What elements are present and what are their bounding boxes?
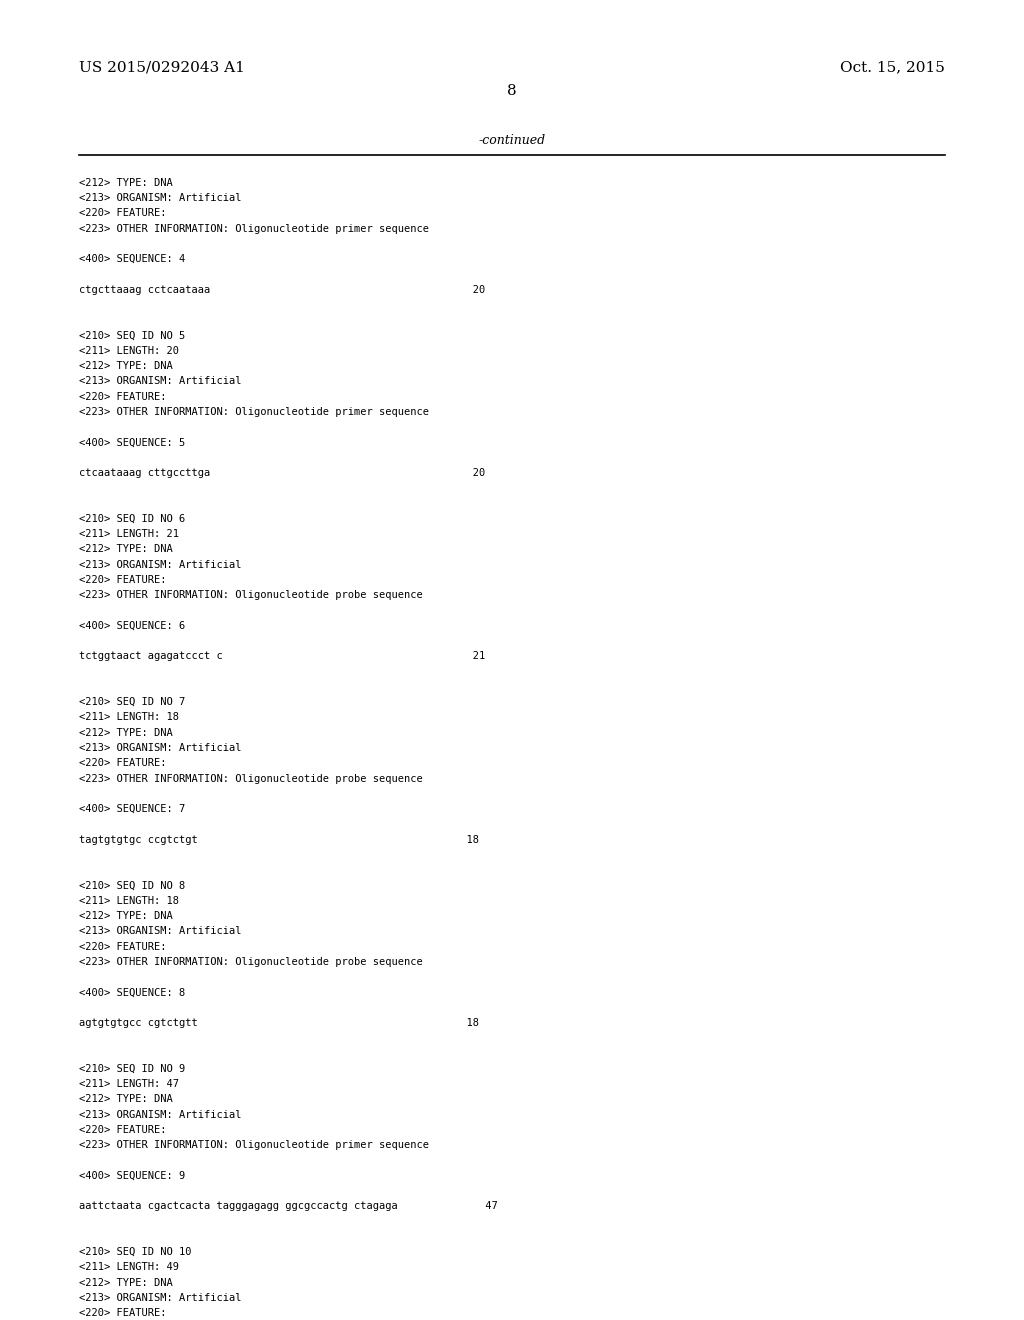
Text: <211> LENGTH: 18: <211> LENGTH: 18 (79, 896, 179, 906)
Text: <220> FEATURE:: <220> FEATURE: (79, 576, 166, 585)
Text: <220> FEATURE:: <220> FEATURE: (79, 1125, 166, 1135)
Text: ctgcttaaag cctcaataaa                                          20: ctgcttaaag cctcaataaa 20 (79, 285, 485, 294)
Text: <211> LENGTH: 49: <211> LENGTH: 49 (79, 1262, 179, 1272)
Text: <211> LENGTH: 20: <211> LENGTH: 20 (79, 346, 179, 356)
Text: <211> LENGTH: 47: <211> LENGTH: 47 (79, 1078, 179, 1089)
Text: <223> OTHER INFORMATION: Oligonucleotide probe sequence: <223> OTHER INFORMATION: Oligonucleotide… (79, 774, 423, 784)
Text: 8: 8 (507, 84, 517, 98)
Text: <400> SEQUENCE: 6: <400> SEQUENCE: 6 (79, 620, 185, 631)
Text: <400> SEQUENCE: 4: <400> SEQUENCE: 4 (79, 255, 185, 264)
Text: <220> FEATURE:: <220> FEATURE: (79, 209, 166, 218)
Text: <210> SEQ ID NO 8: <210> SEQ ID NO 8 (79, 880, 185, 891)
Text: <223> OTHER INFORMATION: Oligonucleotide primer sequence: <223> OTHER INFORMATION: Oligonucleotide… (79, 223, 429, 234)
Text: <213> ORGANISM: Artificial: <213> ORGANISM: Artificial (79, 376, 242, 387)
Text: <210> SEQ ID NO 5: <210> SEQ ID NO 5 (79, 330, 185, 341)
Text: tagtgtgtgc ccgtctgt                                           18: tagtgtgtgc ccgtctgt 18 (79, 834, 479, 845)
Text: <213> ORGANISM: Artificial: <213> ORGANISM: Artificial (79, 1292, 242, 1303)
Text: <212> TYPE: DNA: <212> TYPE: DNA (79, 544, 173, 554)
Text: <400> SEQUENCE: 5: <400> SEQUENCE: 5 (79, 437, 185, 447)
Text: <220> FEATURE:: <220> FEATURE: (79, 1308, 166, 1319)
Text: <212> TYPE: DNA: <212> TYPE: DNA (79, 1278, 173, 1287)
Text: <211> LENGTH: 18: <211> LENGTH: 18 (79, 713, 179, 722)
Text: <223> OTHER INFORMATION: Oligonucleotide primer sequence: <223> OTHER INFORMATION: Oligonucleotide… (79, 407, 429, 417)
Text: <212> TYPE: DNA: <212> TYPE: DNA (79, 727, 173, 738)
Text: <213> ORGANISM: Artificial: <213> ORGANISM: Artificial (79, 1110, 242, 1119)
Text: -continued: -continued (478, 133, 546, 147)
Text: <210> SEQ ID NO 7: <210> SEQ ID NO 7 (79, 697, 185, 708)
Text: <220> FEATURE:: <220> FEATURE: (79, 758, 166, 768)
Text: <223> OTHER INFORMATION: Oligonucleotide probe sequence: <223> OTHER INFORMATION: Oligonucleotide… (79, 957, 423, 966)
Text: <212> TYPE: DNA: <212> TYPE: DNA (79, 911, 173, 921)
Text: <220> FEATURE:: <220> FEATURE: (79, 941, 166, 952)
Text: <400> SEQUENCE: 8: <400> SEQUENCE: 8 (79, 987, 185, 998)
Text: <210> SEQ ID NO 9: <210> SEQ ID NO 9 (79, 1064, 185, 1073)
Text: <212> TYPE: DNA: <212> TYPE: DNA (79, 178, 173, 187)
Text: tctggtaact agagatccct c                                        21: tctggtaact agagatccct c 21 (79, 651, 485, 661)
Text: ctcaataaag cttgccttga                                          20: ctcaataaag cttgccttga 20 (79, 469, 485, 478)
Text: <210> SEQ ID NO 10: <210> SEQ ID NO 10 (79, 1247, 191, 1257)
Text: <400> SEQUENCE: 9: <400> SEQUENCE: 9 (79, 1171, 185, 1180)
Text: agtgtgtgcc cgtctgtt                                           18: agtgtgtgcc cgtctgtt 18 (79, 1018, 479, 1028)
Text: <213> ORGANISM: Artificial: <213> ORGANISM: Artificial (79, 927, 242, 936)
Text: <223> OTHER INFORMATION: Oligonucleotide primer sequence: <223> OTHER INFORMATION: Oligonucleotide… (79, 1140, 429, 1150)
Text: Oct. 15, 2015: Oct. 15, 2015 (841, 61, 945, 74)
Text: <212> TYPE: DNA: <212> TYPE: DNA (79, 362, 173, 371)
Text: <220> FEATURE:: <220> FEATURE: (79, 392, 166, 401)
Text: <211> LENGTH: 21: <211> LENGTH: 21 (79, 529, 179, 539)
Text: <212> TYPE: DNA: <212> TYPE: DNA (79, 1094, 173, 1105)
Text: <223> OTHER INFORMATION: Oligonucleotide probe sequence: <223> OTHER INFORMATION: Oligonucleotide… (79, 590, 423, 601)
Text: <210> SEQ ID NO 6: <210> SEQ ID NO 6 (79, 513, 185, 524)
Text: <213> ORGANISM: Artificial: <213> ORGANISM: Artificial (79, 743, 242, 752)
Text: US 2015/0292043 A1: US 2015/0292043 A1 (79, 61, 245, 74)
Text: <400> SEQUENCE: 7: <400> SEQUENCE: 7 (79, 804, 185, 814)
Text: <213> ORGANISM: Artificial: <213> ORGANISM: Artificial (79, 560, 242, 570)
Text: <213> ORGANISM: Artificial: <213> ORGANISM: Artificial (79, 193, 242, 203)
Text: aattctaata cgactcacta tagggagagg ggcgccactg ctagaga              47: aattctaata cgactcacta tagggagagg ggcgcca… (79, 1201, 498, 1212)
